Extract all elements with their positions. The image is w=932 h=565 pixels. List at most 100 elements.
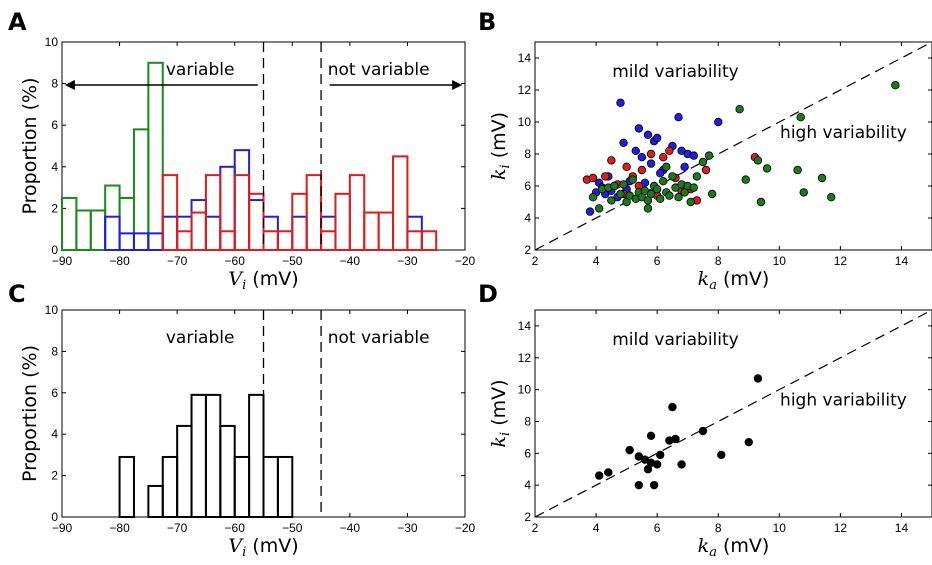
hist-bar bbox=[118, 197, 135, 251]
x-tick-label: 10 bbox=[773, 254, 787, 268]
scatter-point bbox=[607, 156, 616, 165]
x-tick-label: −80 bbox=[109, 254, 130, 268]
x-tick-label: −90 bbox=[52, 254, 73, 268]
scatter-point bbox=[646, 431, 656, 440]
label-not-variable: not variable bbox=[328, 328, 430, 348]
scatter-point bbox=[756, 197, 766, 207]
panel-a: A −90 −80 −70 −60 −50 −40 −30 −20 0 2 4 6 8 10 variable… bbox=[8, 8, 476, 293]
arrow-left-head bbox=[64, 80, 75, 90]
y-tick-label: 14 bbox=[518, 51, 532, 65]
scatter-point bbox=[689, 183, 698, 192]
hist-bar bbox=[262, 455, 279, 518]
arrow-right-head bbox=[452, 80, 463, 90]
x-axis-label-symbol: k bbox=[698, 268, 710, 290]
scatter-point bbox=[607, 196, 616, 205]
hist-bar bbox=[219, 230, 236, 251]
x-axis-label-subscript: a bbox=[709, 278, 717, 293]
scatter-point bbox=[646, 189, 656, 199]
scatter-point bbox=[622, 162, 631, 171]
scatter-point bbox=[588, 192, 598, 202]
scatter-point bbox=[643, 130, 653, 139]
scatter-point bbox=[634, 124, 644, 133]
scatter-point bbox=[649, 480, 659, 490]
scatter-point bbox=[604, 468, 613, 477]
panel-b: B 2 4 6 8 10 12 14 2 4 6 8 10 12 14 mild variability hig… bbox=[478, 8, 932, 293]
hist-bar bbox=[176, 424, 193, 519]
scatter-point bbox=[634, 480, 644, 490]
scatter-point bbox=[665, 191, 674, 200]
hist-bar bbox=[219, 424, 236, 519]
hist-bar bbox=[262, 230, 279, 251]
hist-bar bbox=[132, 232, 150, 251]
scatter-point bbox=[689, 151, 698, 160]
hist-bar bbox=[348, 174, 366, 251]
y-axis-label-symbol: k bbox=[488, 436, 510, 448]
y-tick-label: 10 bbox=[45, 303, 59, 317]
x-tick-label: −30 bbox=[397, 254, 418, 268]
scatter-point bbox=[619, 138, 628, 147]
hist-bar bbox=[161, 174, 179, 251]
y-axis-label-unit: (mV) bbox=[488, 112, 510, 164]
hist-bar bbox=[104, 184, 121, 252]
hist-bar bbox=[334, 192, 351, 251]
scatter-point bbox=[616, 98, 625, 107]
x-tick-label: 12 bbox=[834, 521, 848, 535]
hist-bar bbox=[233, 455, 251, 518]
scatter-point bbox=[616, 189, 625, 199]
scatter-point bbox=[735, 104, 744, 114]
hist-bar bbox=[248, 192, 265, 251]
y-tick-label: 2 bbox=[51, 469, 58, 483]
scatter-point bbox=[827, 192, 836, 202]
label-not-variable: not variable bbox=[328, 60, 430, 80]
x-axis-label: Vi (mV) bbox=[228, 268, 298, 293]
x-tick-label: 12 bbox=[834, 254, 848, 268]
label-high-variability: high variability bbox=[780, 123, 907, 143]
x-tick-label: −90 bbox=[52, 521, 73, 535]
hist-bar bbox=[161, 215, 179, 251]
scatter-point bbox=[659, 152, 668, 162]
hist-bar bbox=[61, 197, 78, 251]
x-axis-label: Vi (mV) bbox=[228, 535, 298, 560]
x-tick-label: 4 bbox=[593, 254, 600, 268]
hist-bar bbox=[190, 211, 207, 251]
panel-letter-A: A bbox=[8, 8, 27, 36]
x-tick-label: −30 bbox=[397, 521, 418, 535]
hist-bar bbox=[406, 230, 423, 251]
y-tick-label: 6 bbox=[524, 179, 531, 193]
y-tick-label: 4 bbox=[51, 427, 58, 441]
y-tick-label: 6 bbox=[51, 118, 58, 132]
scatter-point bbox=[707, 189, 717, 199]
scatter-point bbox=[753, 374, 763, 383]
hist-bar bbox=[204, 393, 222, 518]
scatter-point bbox=[588, 173, 598, 183]
hist-bar bbox=[233, 174, 251, 251]
scatter-point bbox=[698, 426, 708, 436]
x-tick-label: 10 bbox=[773, 521, 787, 535]
panel-letter-D: D bbox=[478, 280, 498, 308]
hist-bar bbox=[392, 155, 409, 251]
scatter-point bbox=[668, 172, 677, 181]
label-mild-variability: mild variability bbox=[612, 62, 739, 82]
hist-bar bbox=[320, 230, 337, 251]
x-axis-label-unit: (mV) bbox=[246, 268, 298, 290]
y-axis-label: ki (mV) bbox=[488, 112, 513, 180]
scatter-point bbox=[680, 162, 689, 171]
x-tick-label: −20 bbox=[455, 521, 476, 535]
scatter-point bbox=[646, 159, 656, 168]
y-tick-label: 6 bbox=[524, 446, 531, 460]
diagonal-line bbox=[534, 41, 932, 251]
scatter-point bbox=[643, 204, 653, 213]
y-tick-label: 2 bbox=[51, 201, 58, 215]
hist-bar bbox=[176, 230, 193, 251]
scatter-point bbox=[677, 460, 686, 469]
scatter-point bbox=[625, 445, 634, 455]
scatter-point bbox=[631, 146, 640, 155]
hist-bar bbox=[75, 209, 92, 251]
hist-bar bbox=[233, 149, 251, 251]
hist-bar bbox=[118, 455, 135, 518]
scatter-point bbox=[714, 117, 723, 127]
hist-bar bbox=[161, 455, 179, 518]
x-axis-label-unit: (mV) bbox=[246, 535, 298, 557]
hist-bar bbox=[420, 230, 438, 251]
y-tick-label: 8 bbox=[51, 77, 58, 91]
